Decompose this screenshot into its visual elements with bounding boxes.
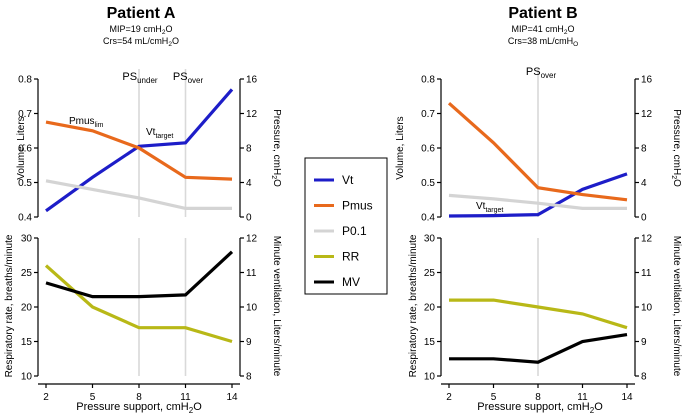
left-tick-label-a-top: 0.7	[18, 109, 32, 120]
left-tick-label-a-bottom: 15	[21, 337, 33, 348]
left-tick-label-a-top: 0.6	[18, 144, 32, 155]
patient-b-mv-axis-label: Minute ventilation, Liters/minute	[671, 236, 682, 377]
vt-target-annotation-a: Vttarget	[146, 127, 173, 140]
patient-b-x-axis-label: Pressure support, cmH2O	[477, 401, 603, 415]
right-tick-label-a-bottom: 11	[246, 268, 257, 279]
right-tick-label-b-top: 12	[641, 109, 653, 120]
right-tick-label-b-top: 0	[641, 213, 647, 224]
left-tick-label-b-top: 0.8	[421, 75, 435, 86]
x-tick-label-a-bottom: 14	[226, 392, 238, 403]
legend: Vt Pmus P0.1 RR MV	[304, 157, 388, 295]
left-tick-label-a-top: 0.5	[18, 178, 32, 189]
right-tick-label-b-bottom: 12	[641, 234, 653, 245]
right-tick-label-a-bottom: 9	[246, 337, 252, 348]
patient-b-header: Patient B MIP=41 cmH2O Crs=38 mL/cmHO	[508, 5, 578, 48]
right-tick-label-a-top: 12	[246, 109, 258, 120]
patient-a-mip: MIP=19 cmH2O	[110, 24, 173, 36]
patient-b-volume-axis-label: Volume, Liters	[395, 116, 406, 179]
left-tick-label-b-bottom: 30	[424, 234, 436, 245]
patient-a-pressure-axis-label: Pressure, cmH2O	[270, 109, 282, 187]
patient-a-mv-axis-label: Minute ventilation, Liters/minute	[271, 236, 282, 377]
pmus-lim-annotation: Pmuslim	[69, 116, 104, 129]
x-tick-label-a-bottom: 2	[43, 392, 49, 403]
right-tick-label-a-bottom: 8	[246, 372, 252, 383]
right-tick-label-b-bottom: 8	[641, 372, 647, 383]
series-line-mv-a-bottom	[45, 250, 234, 299]
x-tick-label-a-bottom: 8	[136, 392, 142, 403]
right-tick-label-b-bottom: 9	[641, 337, 647, 348]
x-tick-label-b-bottom: 5	[491, 392, 497, 403]
left-tick-label-b-top: 0.5	[421, 178, 435, 189]
left-tick-label-a-bottom: 30	[21, 234, 33, 245]
left-tick-label-b-bottom: 25	[424, 268, 436, 279]
right-tick-label-a-top: 4	[246, 178, 252, 189]
series-line-pmus-a-top	[45, 120, 233, 181]
right-tick-label-a-top: 0	[246, 213, 252, 224]
vt-target-annotation-b: Vttarget	[476, 201, 503, 214]
right-tick-label-b-top: 8	[641, 144, 647, 155]
patient-b-volume-pressure-panel: 0.4 0.5 0.6 0.7 0.8 0 4 8 12 16 Volume, Liters Pr…	[395, 66, 682, 224]
right-tick-label-b-bottom: 11	[641, 268, 652, 279]
series-line-mv-b-bottom	[449, 333, 628, 364]
patient-a-crs: Crs=54 mL/cmH2O	[103, 36, 179, 48]
x-tick-label-b-bottom: 8	[535, 392, 541, 403]
left-tick-label-a-bottom: 25	[21, 268, 33, 279]
patient-b-mip: MIP=41 cmH2O	[512, 24, 575, 36]
left-tick-label-b-top: 0.6	[421, 144, 435, 155]
ps-over-label: PSover	[173, 71, 204, 85]
left-tick-label-a-bottom: 20	[21, 303, 33, 314]
right-tick-label-a-bottom: 12	[246, 234, 258, 245]
right-tick-label-b-bottom: 10	[641, 303, 653, 314]
right-tick-label-b-top: 16	[641, 75, 653, 86]
right-tick-label-b-top: 4	[641, 178, 647, 189]
patient-a-x-axis-label: Pressure support, cmH2O	[76, 401, 202, 415]
x-tick-label-b-bottom: 2	[446, 392, 452, 403]
legend-label-mv: MV	[342, 275, 360, 289]
series-line-p01-a-top	[45, 179, 232, 210]
patient-b-rr-axis-label: Respiratory rate, breaths/minute	[408, 234, 419, 377]
left-tick-label-a-bottom: 10	[21, 372, 33, 383]
patient-a-volume-pressure-panel: 0.4 0.5 0.6 0.7 0.8 0 4 8 12 16 Volume, Liters Pr…	[16, 69, 282, 224]
right-tick-label-a-top: 16	[246, 75, 258, 86]
patient-b-crs: Crs=38 mL/cmHO	[508, 36, 578, 48]
right-tick-label-a-top: 8	[246, 144, 252, 155]
legend-label-pmus: Pmus	[342, 199, 373, 213]
x-tick-label-a-bottom: 11	[180, 392, 191, 403]
left-tick-label-b-bottom: 15	[424, 337, 436, 348]
x-tick-label-b-bottom: 14	[621, 392, 633, 403]
legend-label-p01: P0.1	[342, 224, 367, 238]
right-tick-label-a-bottom: 10	[246, 303, 258, 314]
series-line-vt-b-top	[448, 172, 628, 218]
patient-a-rr-axis-label: Respiratory rate, breaths/minute	[4, 234, 15, 377]
left-tick-label-b-top: 0.7	[421, 109, 435, 120]
legend-label-vt: Vt	[342, 173, 354, 187]
x-tick-label-b-bottom: 11	[577, 392, 588, 403]
left-tick-label-b-bottom: 10	[424, 372, 436, 383]
left-tick-label-a-top: 0.4	[18, 213, 32, 224]
patient-a-volume-axis-label: Volume, Liters	[16, 116, 27, 179]
patient-b-title: Patient B	[508, 5, 577, 22]
patient-a-header: Patient A MIP=19 cmH2O Crs=54 mL/cmH2O	[103, 5, 179, 48]
ps-under-label: PSunder	[122, 71, 157, 85]
left-tick-label-b-top: 0.4	[421, 213, 435, 224]
patient-b-ps-over-label: PSover	[526, 66, 557, 80]
x-tick-label-a-bottom: 5	[90, 392, 96, 403]
series-line-p01-b-top	[448, 193, 627, 210]
patient-a-title: Patient A	[107, 5, 176, 22]
patient-b-pressure-axis-label: Pressure, cmH2O	[670, 109, 682, 187]
left-tick-label-a-top: 0.8	[18, 75, 32, 86]
left-tick-label-b-bottom: 20	[424, 303, 436, 314]
series-line-pmus-b-top	[447, 102, 628, 202]
legend-label-rr: RR	[342, 250, 360, 264]
series-line-rr-b-bottom	[449, 298, 628, 330]
